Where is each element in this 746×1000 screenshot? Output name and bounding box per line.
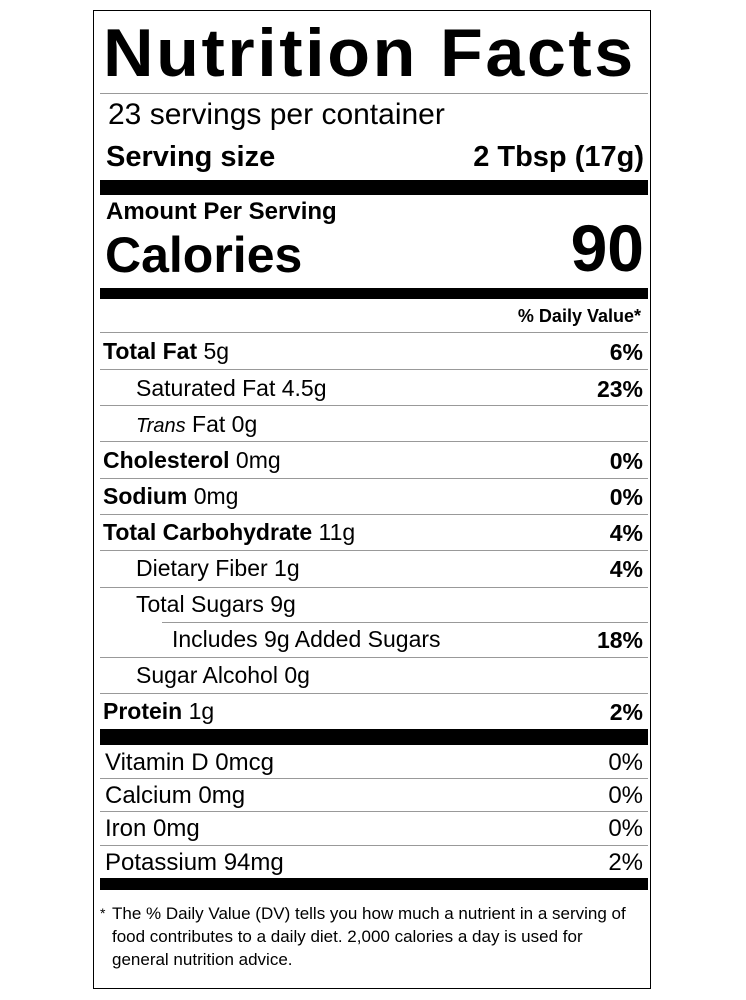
serving-size-value: 2 Tbsp (17g) [473, 141, 644, 173]
nutrient-dv: 0% [609, 484, 643, 510]
nutrient-row-trans-fat: Trans Fat 0g [100, 406, 646, 442]
nutrient-name: Cholesterol [103, 447, 230, 473]
vitamin-label: Iron 0mg [105, 815, 200, 842]
footnote-asterisk: * [100, 905, 106, 921]
vitamin-row: Potassium 94mg 2% [100, 845, 646, 879]
nutrient-dv: 0% [609, 448, 643, 474]
divider [100, 778, 648, 779]
thick-divider [100, 180, 648, 195]
nutrient-name: Protein [103, 698, 183, 724]
footnote: * The % Daily Value (DV) tells you how m… [100, 902, 640, 971]
nutrient-name: Total Sugars [136, 591, 264, 617]
divider [100, 405, 648, 406]
nutrient-amount: 4.5g [281, 375, 327, 401]
nutrient-row-added-sugars: Includes 9g Added Sugars 18% [100, 621, 646, 657]
nutrient-amount: 0mg [193, 483, 239, 509]
nutrition-label-border [93, 10, 651, 989]
divider [100, 478, 648, 479]
nutrient-amount: 1g [188, 698, 215, 724]
vitamin-dv: 2% [608, 849, 643, 876]
nutrient-name: Dietary Fiber [136, 555, 268, 581]
nutrient-dv: 2% [609, 699, 643, 725]
divider [162, 622, 648, 623]
servings-per-container: 23 servings per container [108, 98, 445, 131]
nutrient-dv: 6% [609, 339, 643, 365]
nutrient-name: Sodium [103, 483, 188, 509]
vitamin-row: Vitamin D 0mcg 0% [100, 745, 646, 779]
vitamin-row: Iron 0mg 0% [100, 811, 646, 845]
medium-divider [100, 288, 648, 299]
thick-divider [100, 729, 648, 745]
nutrient-row-saturated-fat: Saturated Fat 4.5g 23% [100, 370, 646, 406]
nutrient-name: Total Fat [103, 338, 198, 364]
divider [100, 550, 648, 551]
divider [100, 514, 648, 515]
medium-divider [100, 878, 648, 890]
divider [100, 332, 648, 333]
nutrient-dv: 23% [596, 376, 643, 402]
nutrient-amount: 0mg [235, 447, 281, 473]
nutrient-row-total-fat: Total Fat 5g 6% [100, 333, 646, 369]
nutrient-row-total-carbohydrate: Total Carbohydrate 11g 4% [100, 514, 646, 550]
amount-per-serving: Amount Per Serving [106, 198, 337, 225]
vitamin-row: Calcium 0mg 0% [100, 778, 646, 812]
nutrient-row-sodium: Sodium 0mg 0% [100, 478, 646, 514]
vitamin-dv: 0% [608, 749, 643, 776]
nutrient-dv: 4% [609, 520, 643, 546]
nutrient-dv: 18% [596, 627, 643, 653]
divider [100, 441, 648, 442]
label-title: Nutrition Facts [103, 15, 636, 91]
nutrient-row-dietary-fiber: Dietary Fiber 1g 4% [100, 550, 646, 586]
nutrient-row-cholesterol: Cholesterol 0mg 0% [100, 442, 646, 478]
vitamin-dv: 0% [608, 815, 643, 842]
nutrient-row-protein: Protein 1g 2% [100, 693, 646, 729]
divider [100, 845, 648, 846]
footnote-text: The % Daily Value (DV) tells you how muc… [112, 904, 626, 969]
nutrient-amount: 0g [231, 411, 258, 437]
nutrient-amount: 11g [318, 519, 356, 545]
nutrient-amount: 9g [270, 591, 296, 617]
calories-label: Calories [105, 227, 303, 283]
vitamin-label: Vitamin D 0mcg [105, 749, 274, 776]
daily-value-header: % Daily Value* [517, 306, 641, 326]
divider [100, 811, 648, 812]
vitamin-label: Potassium 94mg [105, 849, 284, 876]
nutrient-name: Includes 9g Added Sugars [172, 626, 441, 652]
nutrient-name: Fat [192, 411, 226, 437]
nutrient-name: Sugar Alcohol [136, 662, 278, 688]
nutrient-name-italic: Trans [136, 415, 186, 437]
nutrient-amount: 0g [284, 662, 310, 688]
calories-value: 90 [570, 211, 644, 285]
divider [100, 93, 648, 94]
nutrient-row-sugar-alcohol: Sugar Alcohol 0g [100, 657, 646, 693]
nutrient-amount: 5g [203, 338, 230, 364]
nutrient-dv: 4% [609, 556, 643, 582]
divider [100, 693, 648, 694]
vitamin-dv: 0% [608, 782, 643, 809]
nutrient-row-total-sugars: Total Sugars 9g [100, 586, 646, 622]
vitamin-label: Calcium 0mg [105, 782, 246, 809]
serving-size-label: Serving size [106, 141, 276, 173]
nutrient-name: Total Carbohydrate [103, 519, 313, 545]
nutrient-name: Saturated Fat [136, 375, 276, 401]
nutrient-amount: 1g [274, 555, 300, 581]
divider [100, 369, 648, 370]
divider [100, 587, 648, 588]
divider [100, 657, 648, 658]
